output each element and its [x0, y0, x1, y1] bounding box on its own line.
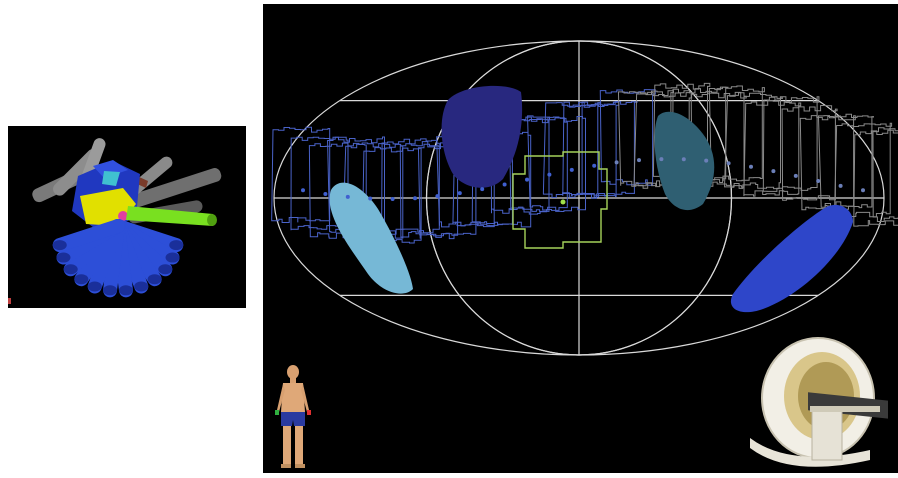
beam-outline — [308, 142, 367, 239]
beam-center-dot — [659, 157, 664, 162]
organ-dark-blue — [441, 85, 523, 188]
beam-outline — [562, 101, 620, 198]
beam-outline — [581, 101, 638, 197]
beam-outline — [508, 116, 568, 213]
beam-outline — [872, 127, 898, 222]
beam-outline — [834, 122, 893, 218]
beam-arrangement-3d-icon — [8, 138, 222, 304]
beam-center-dot — [749, 164, 753, 169]
organ-light-blue — [329, 182, 413, 294]
beam-center-dot — [771, 169, 776, 174]
beam-center-dot — [457, 191, 462, 196]
beam-center-dot — [681, 157, 686, 162]
target-outline — [512, 151, 608, 249]
beam-center-dot — [502, 182, 507, 187]
beam-outline — [743, 100, 802, 197]
beam-center-dot — [301, 188, 305, 193]
beam-outline — [781, 105, 838, 201]
beam-outline — [417, 142, 477, 240]
patient-anatomy — [72, 160, 140, 231]
beam-center-dot — [345, 194, 350, 199]
beam-center-dot — [435, 194, 440, 199]
beam-outline — [527, 115, 586, 212]
organ-regions — [329, 85, 853, 313]
hammer-aitoff-projection-icon — [271, 40, 898, 356]
beam-center-dot — [816, 178, 821, 183]
blue-beam-fan — [52, 219, 184, 298]
beam-center-dots — [301, 157, 865, 205]
beam-outline — [853, 129, 898, 227]
beam-center-dot — [637, 158, 641, 163]
target-center-dot — [560, 199, 566, 205]
beam-outline — [708, 85, 765, 182]
beam-center-dot — [413, 196, 417, 201]
beam-outline — [271, 126, 331, 223]
beam-outline — [724, 92, 783, 190]
linac-machine-icon[interactable] — [730, 320, 898, 473]
beam-center-dot — [704, 158, 709, 163]
beam-center-dot — [390, 196, 395, 201]
beam-center-dot — [838, 183, 843, 188]
beam-outline — [381, 138, 440, 235]
beam-center-dot — [569, 167, 574, 172]
green-beam — [126, 206, 217, 226]
beam-outline — [542, 101, 602, 199]
target-outline-shape — [512, 151, 608, 249]
organ-blue — [730, 204, 853, 313]
beam-center-dot — [726, 161, 731, 166]
beam-outline — [399, 141, 459, 238]
beam-center-dot — [480, 187, 485, 192]
human-figure-icon[interactable] — [270, 362, 316, 472]
beam-center-dot — [793, 173, 798, 178]
beam-center-dot — [368, 196, 373, 201]
blue-beam — [52, 219, 125, 253]
beam-3d-view[interactable] — [8, 126, 246, 308]
beam-center-dot — [592, 163, 597, 168]
beam-center-dot — [323, 192, 328, 197]
beam-center-dot — [525, 177, 529, 182]
beam-center-dot — [861, 188, 865, 193]
beam-outline — [599, 89, 656, 186]
beam-center-dot — [547, 172, 552, 177]
beam-center-dot — [614, 160, 619, 165]
beam-outline — [817, 113, 874, 209]
